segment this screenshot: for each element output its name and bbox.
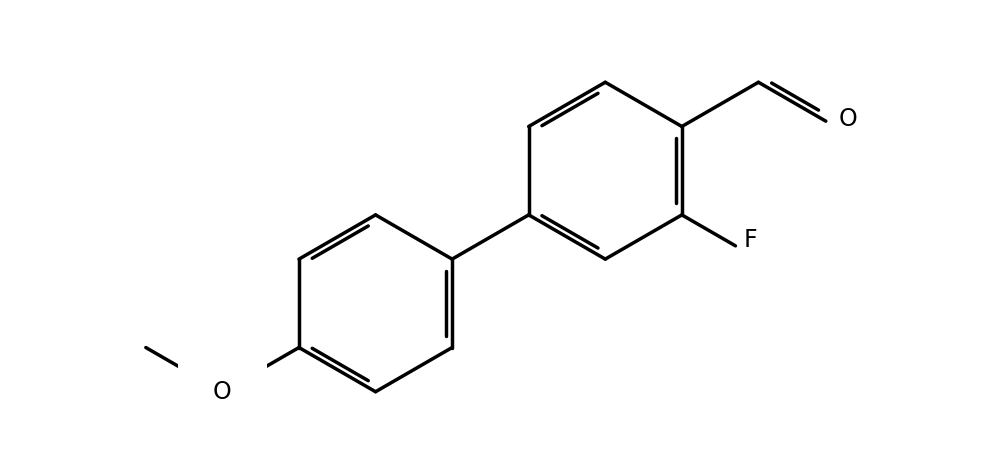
- Text: O: O: [838, 107, 857, 131]
- Text: O: O: [213, 380, 232, 404]
- Text: F: F: [743, 228, 757, 253]
